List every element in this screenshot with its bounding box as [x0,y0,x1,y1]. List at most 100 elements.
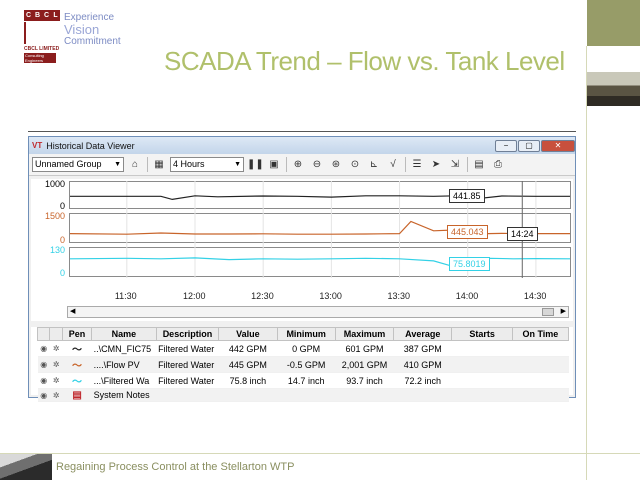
col-value[interactable]: Value [218,327,278,341]
x-tick-label: 14:00 [455,291,479,301]
tagline-commitment: Commitment [64,36,121,47]
lane-flow-fic75 [69,181,571,209]
gear-icon[interactable]: ✲ [49,372,63,389]
col-pen[interactable]: Pen [61,327,93,341]
header-accent-block [587,0,640,46]
chevron-down-icon: ▼ [114,161,121,168]
group-select[interactable]: Unnamed Group ▼ [32,157,124,172]
calendar-7-icon[interactable]: ▣ [269,159,279,170]
time-period-value: 4 Hours [173,159,205,169]
col-name[interactable]: Name [91,327,157,341]
scroll-left-icon[interactable]: ◀ [70,308,76,315]
gear-icon[interactable]: ✲ [49,356,63,373]
pen-grid: Pen Name Description Value Minimum Maxim… [31,327,573,402]
header-photo [587,72,640,106]
scroll-right-icon[interactable]: ▶ [560,308,566,315]
lane2-ymax-label: 1500 [44,211,65,221]
pause-icon[interactable]: ❚❚ [247,159,264,170]
cursor-value-lane2: 445.043 [447,225,488,239]
series-line-2 [69,220,570,235]
company-logo: C B C L CBCL LIMITED Consulting Engineer… [24,10,60,66]
time-period-select[interactable]: 4 Hours ▼ [170,157,244,172]
app-icon: VT [32,141,43,150]
eye-icon[interactable]: ◉ [37,372,50,389]
chevron-down-icon: ▼ [234,161,241,168]
gear-icon[interactable]: ✲ [49,388,63,402]
pen-swatch-icon: 〜 [62,372,92,389]
zoom-in-icon[interactable]: ⊕ [293,159,303,170]
col-on-time[interactable]: On Time [511,327,570,341]
pen-maximum: 601 GPM [335,340,394,357]
zoom-reset-icon[interactable]: ⊙ [350,159,360,170]
close-button[interactable]: ✕ [541,139,575,152]
notes-icon: ▤ [62,388,92,402]
slide-divider-vertical [586,46,587,480]
eye-icon[interactable]: ◉ [37,340,50,357]
series-line-3 [69,257,571,269]
trend-chart-area[interactable]: 1000 0 1500 0 130 0 441.85 445.043 14:24… [31,179,573,321]
table-row[interactable]: ◉ ✲ 〜 ..\CMN_FIC75 Filtered Water 442 GP… [37,340,569,357]
pen-maximum: 93.7 inch [335,372,394,389]
x-tick-label: 14:30 [523,291,547,301]
pointer-icon[interactable]: ➤ [431,159,441,170]
eye-icon[interactable]: ◉ [37,388,50,402]
pen-value: 445 GPM [218,356,278,373]
table-row[interactable]: ◉ ✲ 〜 ...\Filtered Wa Filtered Water 75.… [37,372,569,389]
col-starts[interactable]: Starts [451,327,513,341]
col-maximum[interactable]: Maximum [334,327,395,341]
axis-icon[interactable]: ⊾ [369,159,379,170]
pen-minimum: 0 GPM [277,340,336,357]
window-title: Historical Data Viewer [46,140,135,151]
pen-average: 387 GPM [393,340,452,357]
time-scrollbar[interactable]: ◀ ▶ [67,306,569,318]
lane1-ymax-label: 1000 [44,179,65,189]
gear-icon[interactable]: ✲ [49,340,63,357]
pen-name: System Notes [91,388,157,402]
logo-letter: B [33,10,42,21]
lane2-ymin-label: 0 [59,235,65,245]
slide-title: SCADA Trend – Flow vs. Tank Level [164,46,565,76]
export-icon[interactable]: ⇲ [450,159,460,170]
zoom-fit-icon[interactable]: ⊛ [331,159,341,170]
notes-icon[interactable]: ▤ [474,159,484,170]
pen-value: 442 GPM [218,340,278,357]
eye-icon[interactable]: ◉ [37,356,50,373]
maximize-button[interactable]: ▢ [518,139,540,152]
cursor-time-label: 14:24 [507,227,538,241]
tag-icon[interactable]: ⌂ [131,159,139,170]
pen-minimum: 14.7 inch [277,372,336,389]
table-row[interactable]: ◉ ✲ 〜 ....\Flow PV Filtered Water 445 GP… [37,356,569,373]
group-select-value: Unnamed Group [35,159,102,169]
logo-name: CBCL LIMITED [24,46,60,52]
col-minimum[interactable]: Minimum [276,327,336,341]
table-row[interactable]: ◉ ✲ ▤ System Notes [37,388,569,402]
pen-name: ...\Filtered Wa [91,372,157,389]
window-top-border [28,131,576,132]
x-tick-label: 12:00 [183,291,206,301]
calendar-icon[interactable]: ▦ [154,159,164,170]
col-average[interactable]: Average [393,327,453,341]
lane3-ymax-label: 130 [49,245,65,255]
scroll-thumb[interactable] [542,308,554,316]
footer-text: Regaining Process Control at the Stellar… [56,461,295,473]
minimize-button[interactable]: − [495,139,517,152]
historical-data-viewer-window: VT Historical Data Viewer − ▢ ✕ Unnamed … [28,136,576,402]
window-titlebar[interactable]: VT Historical Data Viewer − ▢ ✕ [29,137,575,154]
pen-maximum: 2,001 GPM [335,356,394,373]
cursor-value-icon[interactable]: √ [390,159,396,170]
zoom-out-icon[interactable]: ⊖ [312,159,322,170]
lane1-ymin-label: 0 [59,201,65,211]
logo-tag: Consulting Engineers [24,53,56,63]
cursor-value-lane3: 75.8019 [449,257,490,271]
pen-value: 75.8 inch [218,372,278,389]
trend-svg [69,181,571,278]
pen-description: Filtered Water [156,372,219,389]
tagline-experience: Experience [64,12,115,23]
layout-icon[interactable]: ☰ [412,159,422,170]
col-visible[interactable] [36,327,51,341]
pen-average: 410 GPM [393,356,452,373]
grid-header-row: Pen Name Description Value Minimum Maxim… [36,327,570,341]
col-description[interactable]: Description [155,327,220,341]
print-icon[interactable]: ⎙ [494,159,502,170]
col-settings[interactable] [49,327,63,341]
